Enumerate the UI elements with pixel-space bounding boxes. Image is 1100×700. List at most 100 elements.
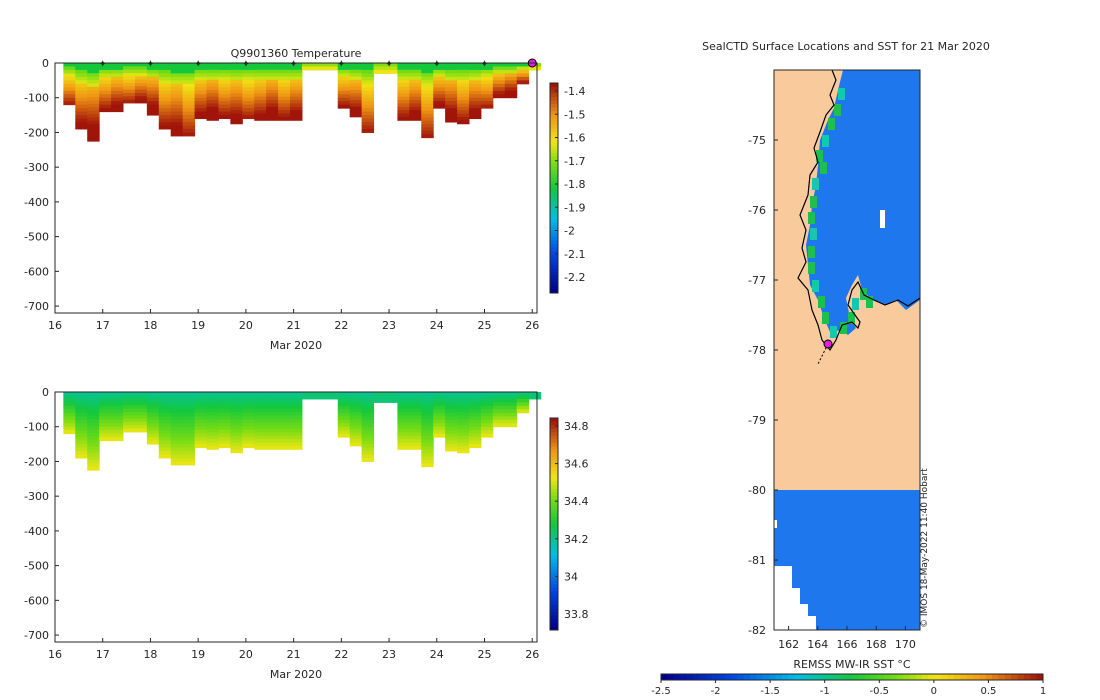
profile-cell	[516, 66, 530, 71]
profile-cell	[409, 402, 422, 406]
profile-cell	[206, 103, 219, 108]
profile-cell	[457, 79, 470, 84]
profile-cell	[266, 110, 279, 115]
profile-cell	[182, 433, 196, 438]
profile-cell	[75, 423, 88, 428]
profile-cell	[421, 107, 434, 112]
profile-cell	[409, 415, 422, 420]
x-tick-label: 17	[96, 648, 110, 661]
colorbar-segment	[550, 577, 558, 582]
profile-cell	[468, 409, 482, 414]
profile-cell	[170, 115, 184, 120]
profile-cell	[337, 430, 351, 435]
profile-cell	[87, 412, 100, 417]
colorbar-segment	[550, 573, 558, 578]
profile-cell	[480, 402, 494, 407]
profile-cell	[468, 108, 482, 113]
profile-cell	[290, 422, 303, 427]
profile-cell	[266, 103, 279, 108]
map-y-tick-label: -79	[748, 414, 766, 427]
profile-cell	[445, 73, 458, 78]
profile-cell	[445, 395, 458, 400]
profile-cell	[99, 437, 112, 442]
profile-cell	[87, 66, 100, 71]
profile-cell	[134, 398, 148, 403]
profile-cell	[421, 63, 434, 67]
profile-cell	[433, 63, 446, 67]
profile-cell	[361, 395, 375, 400]
profile-cell	[63, 63, 76, 67]
map-colorbar-tick-label: 0	[931, 686, 937, 697]
profile-cell	[409, 395, 422, 400]
temperature-cells	[63, 63, 542, 142]
profile-cell	[480, 416, 494, 421]
map-colorbar-tick-label: -1	[820, 686, 830, 697]
profile-cell	[87, 113, 100, 118]
profile-cell	[182, 76, 196, 81]
profile-cell	[63, 80, 76, 85]
profile-cell	[75, 402, 88, 407]
profile-cell	[457, 110, 470, 115]
profile-cell	[170, 461, 184, 466]
profile-cell	[170, 430, 184, 435]
profile-cell	[278, 435, 291, 440]
profile-cell	[254, 395, 267, 400]
map-colorbar-segment	[858, 674, 866, 680]
profile-cell	[99, 426, 112, 431]
colorbar-tick-label: -1.7	[564, 155, 585, 168]
profile-cell	[182, 412, 196, 417]
profile-cell	[468, 73, 482, 78]
temperature-y-ticks: 0 -100 -200 -300 -400 -500 -600 -700	[24, 57, 59, 313]
colorbar-segment	[550, 93, 558, 98]
profile-cell	[158, 115, 172, 120]
profile-cell	[278, 432, 291, 437]
profile-cell	[206, 402, 219, 406]
profile-cell	[349, 76, 363, 81]
profile-cell	[457, 408, 470, 413]
colorbar-segment	[550, 251, 558, 255]
profile-cell	[146, 111, 160, 116]
colorbar-segment	[550, 191, 558, 196]
profile-cell	[492, 419, 506, 424]
colorbar-segment	[550, 432, 558, 437]
colorbar-segment	[550, 289, 558, 294]
profile-cell	[242, 104, 255, 109]
profile-cell	[504, 76, 518, 81]
profile-cell	[337, 69, 351, 74]
colorbar-segment	[550, 167, 558, 171]
profile-cell	[230, 439, 243, 444]
profile-cell	[278, 89, 291, 94]
map-colorbar-segment	[845, 674, 853, 680]
profile-cell	[242, 402, 255, 407]
profile-cell	[182, 430, 196, 435]
profile-cell	[230, 110, 243, 115]
colorbar-segment	[550, 272, 558, 276]
profile-cell	[480, 409, 494, 414]
x-tick-label: 23	[382, 319, 396, 332]
colorbar-segment	[550, 566, 558, 571]
colorbar-segment	[550, 233, 558, 238]
profile-cell	[409, 110, 422, 115]
profile-cell	[433, 409, 446, 414]
coastal-sst-pixel	[848, 312, 855, 324]
profile-cell	[75, 115, 88, 120]
profile-cell	[409, 392, 422, 396]
profile-cell	[421, 117, 434, 122]
coastal-sst-pixel	[866, 296, 873, 308]
profile-cell	[75, 118, 88, 123]
map-colorbar-segment	[890, 674, 898, 680]
profile-cell	[182, 108, 196, 113]
colorbar-segment	[550, 212, 558, 217]
profile-cell	[99, 101, 112, 106]
profile-cell	[230, 398, 243, 403]
profile-cell	[421, 73, 434, 78]
profile-cell	[409, 445, 422, 450]
profile-cell	[206, 408, 219, 413]
profile-cell	[278, 439, 291, 444]
profile-cell	[445, 412, 458, 417]
profile-cell	[409, 83, 422, 88]
profile-cell	[242, 416, 255, 421]
colorbar-segment	[550, 156, 558, 161]
profile-cell	[87, 425, 100, 430]
profile-cell	[170, 440, 184, 445]
